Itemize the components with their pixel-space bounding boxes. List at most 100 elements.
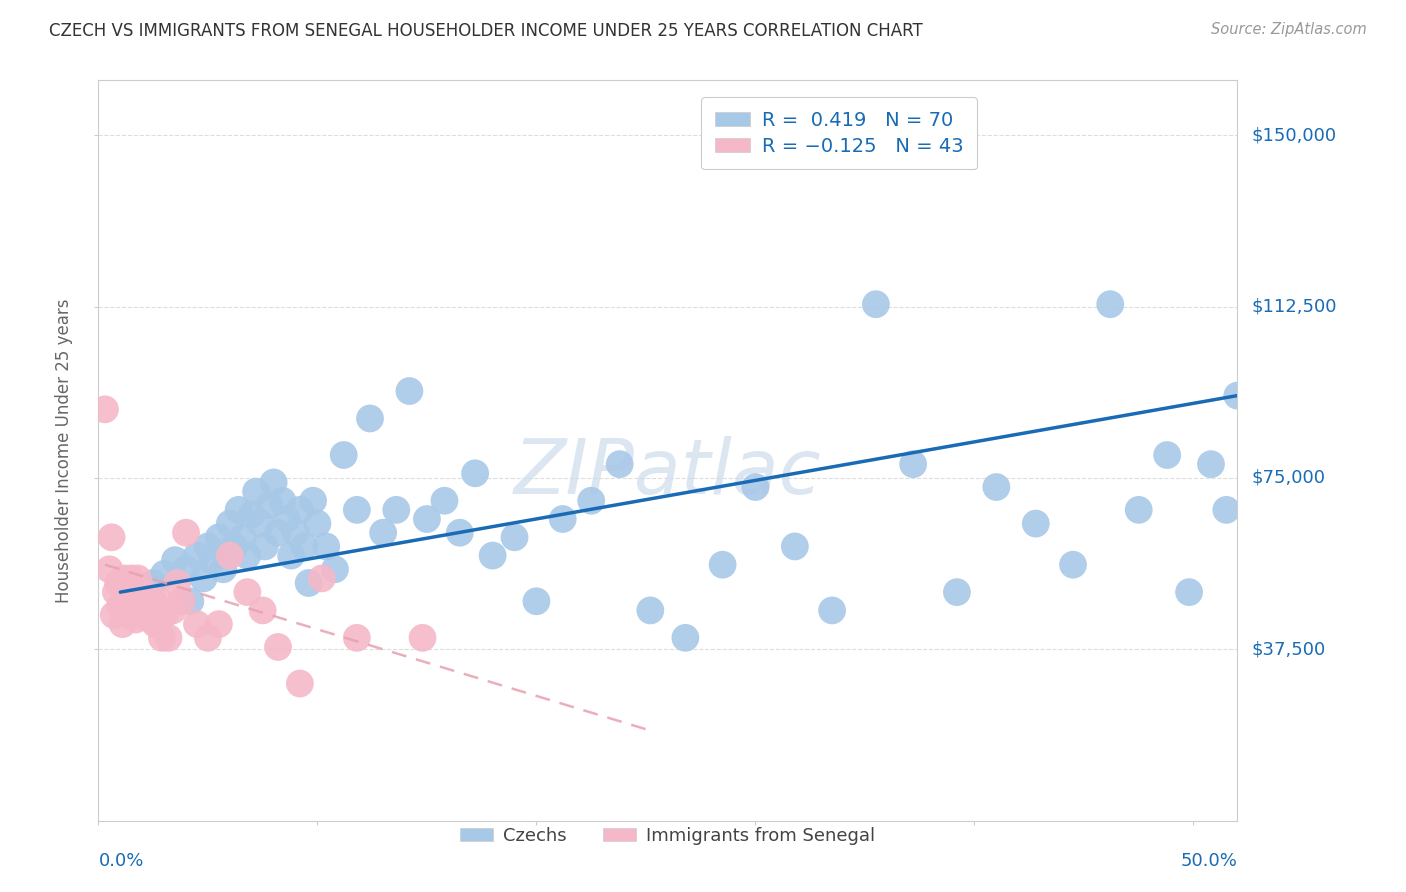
Point — [218, 516, 240, 531]
Point — [346, 631, 368, 645]
Point — [263, 475, 285, 490]
Point — [323, 562, 346, 576]
Point — [946, 585, 969, 599]
Point — [131, 585, 153, 599]
Point — [416, 512, 439, 526]
Point — [134, 585, 156, 599]
Point — [412, 631, 434, 645]
Point — [1226, 389, 1249, 403]
Point — [288, 676, 311, 690]
Point — [298, 576, 321, 591]
Point — [174, 562, 197, 576]
Point — [253, 540, 276, 554]
Point — [146, 613, 169, 627]
Point — [783, 540, 806, 554]
Legend: Czechs, Immigrants from Senegal: Czechs, Immigrants from Senegal — [453, 820, 883, 853]
Text: CZECH VS IMMIGRANTS FROM SENEGAL HOUSEHOLDER INCOME UNDER 25 YEARS CORRELATION C: CZECH VS IMMIGRANTS FROM SENEGAL HOUSEHO… — [49, 22, 922, 40]
Point — [865, 297, 887, 311]
Y-axis label: Householder Income Under 25 years: Householder Income Under 25 years — [55, 298, 73, 603]
Point — [901, 457, 924, 471]
Point — [104, 585, 127, 599]
Point — [332, 448, 354, 462]
Point — [371, 525, 394, 540]
Text: $75,000: $75,000 — [1251, 469, 1326, 487]
Point — [259, 498, 281, 512]
Point — [212, 562, 235, 576]
Point — [1025, 516, 1047, 531]
Point — [103, 607, 125, 622]
Point — [157, 631, 180, 645]
Point — [288, 503, 311, 517]
Point — [107, 576, 129, 591]
Point — [302, 493, 325, 508]
Point — [166, 576, 188, 591]
Point — [271, 493, 294, 508]
Point — [464, 467, 486, 481]
Point — [110, 599, 132, 613]
Point — [1156, 448, 1178, 462]
Point — [150, 631, 173, 645]
Point — [359, 411, 381, 425]
Point — [186, 549, 208, 563]
Point — [122, 594, 145, 608]
Point — [240, 508, 263, 522]
Point — [311, 571, 333, 585]
Point — [186, 617, 208, 632]
Point — [145, 617, 166, 632]
Point — [1128, 503, 1150, 517]
Point — [120, 571, 142, 585]
Point — [208, 530, 231, 544]
Point — [153, 607, 176, 622]
Text: ZIPatlас: ZIPatlас — [515, 435, 821, 509]
Point — [307, 516, 329, 531]
Point — [284, 525, 307, 540]
Point — [118, 607, 141, 622]
Point — [551, 512, 574, 526]
Point — [142, 594, 165, 608]
Point — [94, 402, 117, 417]
Point — [228, 503, 250, 517]
Point — [245, 484, 267, 499]
Point — [449, 525, 471, 540]
Point — [170, 594, 193, 608]
Point — [744, 480, 766, 494]
Point — [267, 525, 290, 540]
Point — [197, 540, 219, 554]
Point — [236, 585, 259, 599]
Point — [711, 558, 734, 572]
Point — [986, 480, 1008, 494]
Point — [609, 457, 631, 471]
Point — [124, 613, 146, 627]
Point — [346, 503, 368, 517]
Point — [129, 585, 152, 599]
Point — [138, 594, 160, 608]
Point — [142, 576, 165, 591]
Point — [197, 631, 219, 645]
Point — [503, 530, 526, 544]
Point — [208, 617, 231, 632]
Point — [114, 571, 136, 585]
Point — [640, 603, 662, 617]
Point — [398, 384, 420, 398]
Text: $150,000: $150,000 — [1251, 126, 1336, 145]
Point — [252, 603, 274, 617]
Point — [579, 493, 602, 508]
Text: Source: ZipAtlas.com: Source: ZipAtlas.com — [1211, 22, 1367, 37]
Point — [673, 631, 696, 645]
Point — [292, 540, 315, 554]
Point — [526, 594, 548, 608]
Point — [1199, 457, 1222, 471]
Point — [1099, 297, 1122, 311]
Point — [224, 540, 246, 554]
Point — [1178, 585, 1201, 599]
Text: 50.0%: 50.0% — [1181, 852, 1237, 870]
Point — [149, 594, 172, 608]
Point — [821, 603, 844, 617]
Point — [218, 549, 240, 563]
Text: $37,500: $37,500 — [1251, 640, 1326, 658]
Point — [174, 525, 197, 540]
Point — [385, 503, 408, 517]
Point — [111, 617, 134, 632]
Point — [1215, 503, 1237, 517]
Point — [232, 530, 254, 544]
